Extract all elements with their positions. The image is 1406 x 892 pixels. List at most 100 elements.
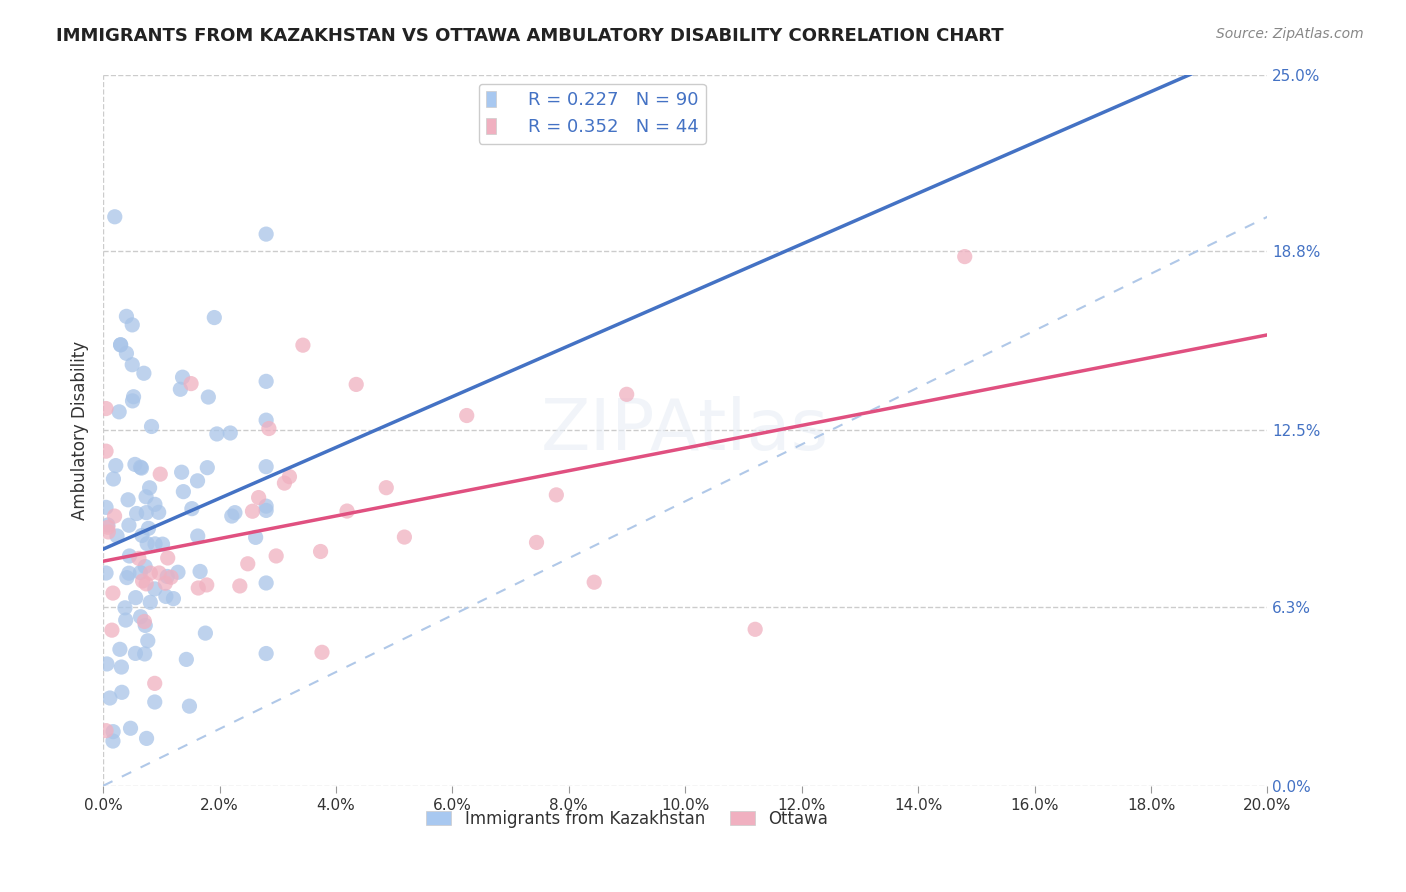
Point	[336, 504, 359, 518]
Point	[139, 566, 162, 580]
Point	[254, 647, 277, 661]
Point	[257, 421, 280, 435]
Point	[105, 529, 128, 543]
Point	[124, 458, 146, 472]
Point	[221, 509, 243, 524]
Text: IMMIGRANTS FROM KAZAKHSTAN VS OTTAWA AMBULATORY DISABILITY CORRELATION CHART: IMMIGRANTS FROM KAZAKHSTAN VS OTTAWA AMB…	[56, 27, 1004, 45]
Point	[111, 685, 134, 699]
Point	[94, 401, 117, 416]
Point	[187, 529, 209, 543]
Point	[135, 490, 157, 504]
Point	[616, 387, 638, 401]
Point	[180, 376, 202, 391]
Point	[110, 338, 132, 352]
Point	[118, 566, 141, 581]
Point	[104, 210, 127, 224]
Point	[162, 591, 184, 606]
Point	[110, 338, 132, 352]
Point	[94, 500, 117, 515]
Point	[101, 724, 124, 739]
Point	[205, 426, 228, 441]
Point	[129, 460, 152, 475]
Point	[160, 570, 183, 584]
Point	[188, 565, 211, 579]
Point	[136, 536, 159, 550]
Point	[264, 549, 287, 563]
Point	[135, 506, 157, 520]
Point	[176, 652, 198, 666]
Point	[134, 618, 156, 632]
Point	[236, 557, 259, 571]
Point	[197, 390, 219, 404]
Point	[245, 530, 267, 544]
Point	[134, 647, 156, 661]
Point	[195, 460, 218, 475]
Point	[135, 577, 157, 591]
Point	[94, 444, 117, 458]
Point	[108, 405, 131, 419]
Point	[546, 488, 568, 502]
Point	[170, 465, 193, 479]
Point	[125, 507, 148, 521]
Point	[115, 310, 138, 324]
Point	[138, 481, 160, 495]
Point	[242, 504, 264, 518]
Point	[156, 569, 179, 583]
Point	[129, 609, 152, 624]
Point	[219, 425, 242, 440]
Point	[143, 582, 166, 596]
Point	[96, 657, 118, 671]
Point	[456, 409, 478, 423]
Point	[179, 699, 201, 714]
Point	[120, 721, 142, 735]
Point	[101, 734, 124, 748]
Point	[187, 581, 209, 595]
Point	[124, 647, 146, 661]
Point	[744, 623, 766, 637]
Point	[97, 518, 120, 533]
Legend: Immigrants from Kazakhstan, Ottawa: Immigrants from Kazakhstan, Ottawa	[419, 803, 835, 834]
Point	[94, 723, 117, 738]
Point	[254, 227, 277, 241]
Point	[101, 586, 124, 600]
Point	[156, 551, 179, 566]
Point	[121, 318, 143, 332]
Point	[135, 731, 157, 746]
Point	[103, 509, 125, 524]
Point	[117, 492, 139, 507]
Point	[143, 537, 166, 551]
Point	[134, 559, 156, 574]
Point	[108, 642, 131, 657]
Point	[278, 469, 301, 483]
Point	[167, 566, 190, 580]
Point	[169, 382, 191, 396]
Point	[118, 549, 141, 563]
Point	[311, 645, 333, 659]
Point	[172, 484, 194, 499]
Point	[134, 615, 156, 629]
Point	[152, 537, 174, 551]
Point	[98, 691, 121, 706]
Point	[186, 474, 208, 488]
Point	[195, 578, 218, 592]
Point	[155, 576, 177, 591]
Point	[309, 544, 332, 558]
Point	[526, 535, 548, 549]
Point	[103, 472, 125, 486]
Point	[128, 551, 150, 566]
Point	[143, 497, 166, 511]
Point	[97, 524, 120, 539]
Point	[138, 521, 160, 535]
Point	[254, 576, 277, 591]
Point	[148, 566, 170, 580]
Point	[229, 579, 252, 593]
Point	[202, 310, 225, 325]
Point	[118, 518, 141, 533]
Point	[129, 566, 152, 580]
Point	[131, 574, 153, 588]
Point	[114, 600, 136, 615]
Point	[180, 501, 202, 516]
Point	[953, 250, 976, 264]
Point	[110, 660, 132, 674]
Point	[375, 481, 398, 495]
